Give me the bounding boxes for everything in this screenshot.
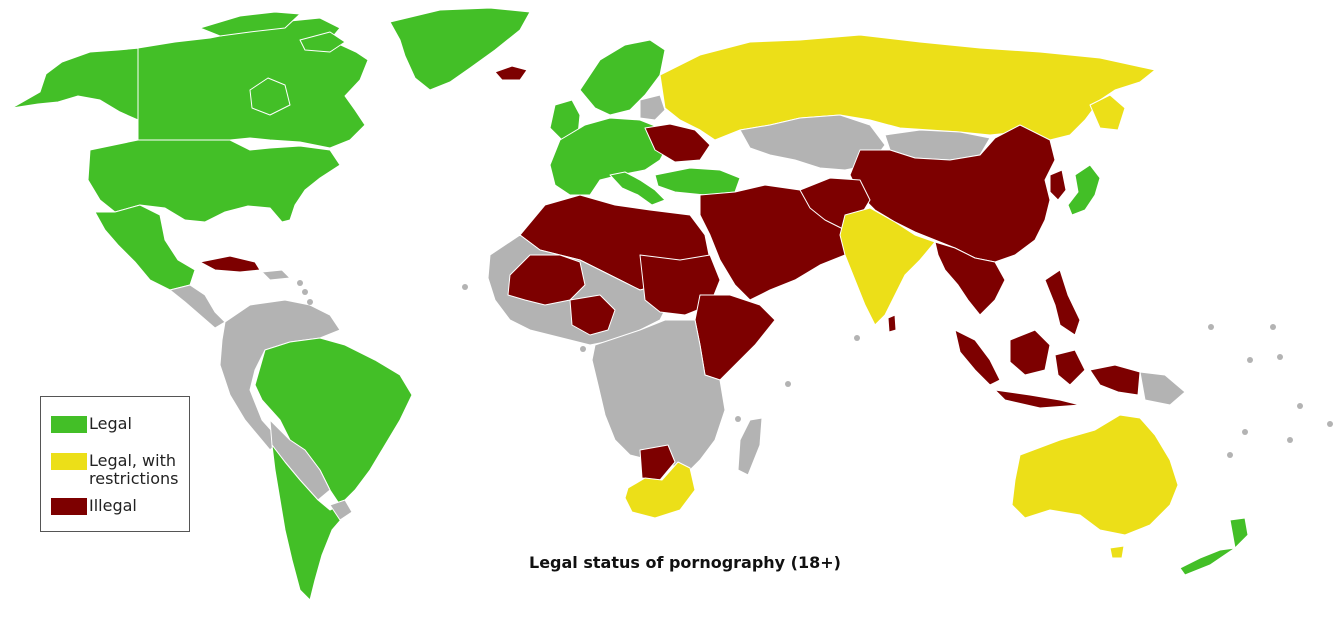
region-italy-balkans (609, 171, 666, 206)
island-dot (854, 335, 860, 341)
region-borneo (1009, 329, 1051, 376)
legend-item-restricted: Legal, with restrictions (51, 452, 178, 488)
region-madagascar (737, 417, 763, 476)
region-central-america (169, 284, 226, 329)
region-mexico (94, 204, 196, 291)
island-dot (1270, 324, 1276, 330)
map-title-wrap: Legal status of pornography (18+) (0, 553, 1342, 572)
region-russia (659, 34, 1156, 141)
region-botswana (639, 444, 676, 481)
island-dot (735, 416, 741, 422)
legend-label-illegal: Illegal (89, 496, 137, 515)
island-dot (1227, 452, 1233, 458)
island-dot (302, 289, 308, 295)
region-mali-mauritania (507, 254, 586, 306)
legend-item-illegal: Illegal (51, 497, 137, 515)
region-southeast-asia (934, 241, 1006, 316)
island-dot (1277, 354, 1283, 360)
region-cuba (199, 255, 261, 273)
legend-swatch-restricted (51, 453, 87, 470)
region-japan (1067, 164, 1101, 216)
island-dot (1287, 437, 1293, 443)
region-western-europe (549, 117, 669, 196)
region-horn-of-africa (694, 294, 776, 381)
region-india (839, 207, 936, 326)
region-australia (1011, 414, 1179, 536)
region-uruguay (329, 499, 353, 521)
region-papua-new-guinea (1139, 371, 1186, 406)
region-argentina-chile (271, 444, 346, 601)
region-canada-islands (199, 11, 346, 53)
region-caribbean (261, 269, 291, 281)
island-dot (462, 284, 468, 290)
legend-label-legal: Legal (89, 414, 132, 433)
region-turkey (654, 167, 741, 196)
island-dot (1242, 429, 1248, 435)
island-dot (1247, 357, 1253, 363)
region-tasmania (1109, 545, 1125, 559)
legend-label-restricted: Legal, with restrictions (89, 451, 179, 488)
island-dot (1297, 403, 1303, 409)
map-title: Legal status of pornography (18+) (529, 553, 841, 572)
map-legend: Legal Legal, with restrictions Illegal (40, 396, 190, 532)
region-alaska (11, 47, 141, 121)
region-russia-east (1089, 94, 1126, 131)
legend-swatch-illegal (51, 498, 87, 515)
island-dot (580, 346, 586, 352)
region-philippines (1044, 269, 1081, 336)
island-dot (785, 381, 791, 387)
island-dot (307, 299, 313, 305)
region-sri-lanka (887, 314, 897, 333)
region-new-zealand (1179, 517, 1249, 576)
region-eastern-europe-gray (639, 94, 666, 121)
legend-swatch-legal (51, 416, 87, 433)
region-nigeria (569, 294, 616, 336)
region-central-africa-gray (591, 319, 726, 471)
region-ukraine-belarus (644, 123, 711, 163)
region-south-africa (624, 461, 696, 519)
region-iceland (494, 65, 528, 81)
island-dot (297, 280, 303, 286)
island-dot (1208, 324, 1214, 330)
region-korea (1049, 169, 1067, 201)
region-indonesia-east (994, 349, 1141, 409)
region-greenland (389, 7, 531, 91)
legend-item-legal: Legal (51, 415, 132, 433)
region-malaysia-sumatra (954, 329, 1001, 386)
island-dot (1327, 421, 1333, 427)
region-brazil (254, 337, 413, 506)
